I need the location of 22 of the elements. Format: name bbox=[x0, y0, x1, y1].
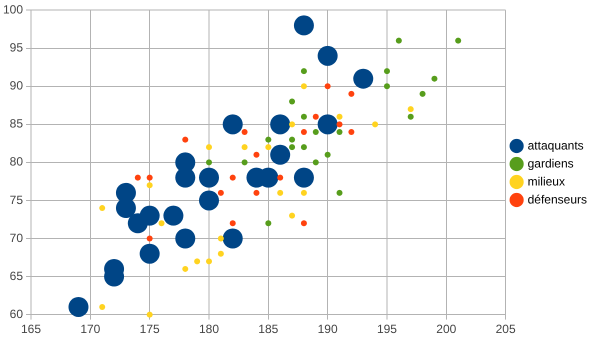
x-tick-label: 195 bbox=[376, 322, 398, 336]
y-tick-label: 75 bbox=[10, 192, 24, 207]
y-tick-label: 65 bbox=[10, 268, 24, 283]
y-tick-label: 70 bbox=[10, 230, 24, 245]
x-tick-label: 200 bbox=[436, 322, 457, 336]
legend-label: gardiens bbox=[528, 156, 574, 170]
x-tick-label: 175 bbox=[140, 322, 160, 336]
x-tick-label: 190 bbox=[318, 322, 338, 336]
y-tick-label: 95 bbox=[10, 40, 24, 55]
x-tick-label: 180 bbox=[198, 322, 220, 336]
legend-label: défenseurs bbox=[528, 192, 587, 206]
y-tick-label: 60 bbox=[10, 306, 24, 321]
y-tick-label: 85 bbox=[10, 116, 24, 131]
legend-label: attaquants bbox=[528, 138, 584, 152]
y-tick-label: 100 bbox=[2, 2, 24, 17]
y-tick-label: 90 bbox=[10, 78, 24, 93]
x-tick-label: 165 bbox=[21, 322, 42, 336]
x-tick-label: 205 bbox=[496, 322, 516, 336]
x-tick-label: 185 bbox=[258, 322, 279, 336]
x-tick-label: 170 bbox=[80, 322, 101, 336]
legend-label: milieux bbox=[528, 174, 565, 188]
y-tick-label: 80 bbox=[10, 154, 24, 169]
